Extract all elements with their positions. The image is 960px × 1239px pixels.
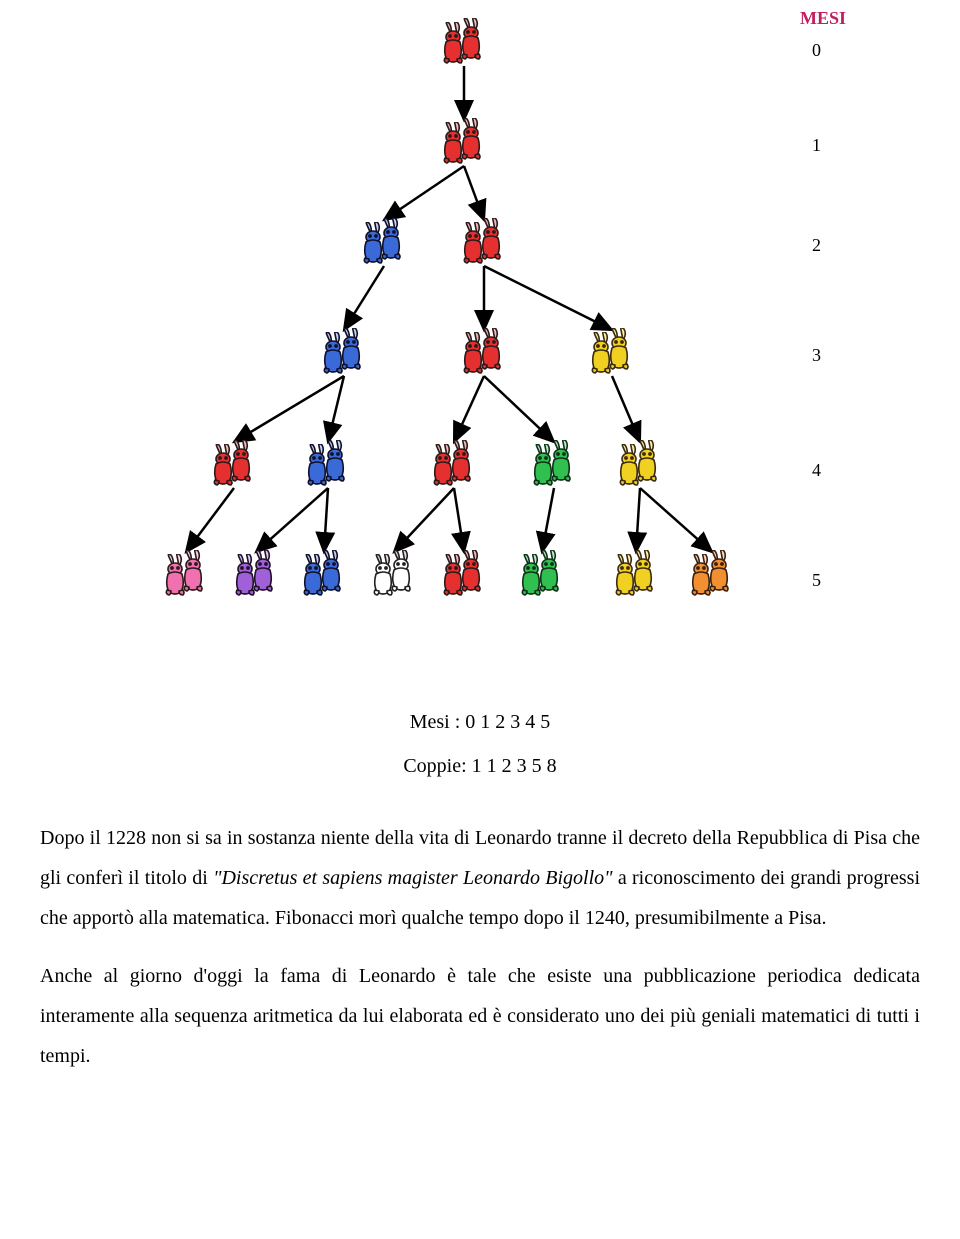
tree-arrow: [640, 488, 712, 552]
body-text: Dopo il 1228 non si sa in sostanza nient…: [0, 788, 960, 1134]
rabbit-icon: [318, 550, 344, 592]
tree-arrow: [324, 488, 328, 552]
rabbit-icon: [606, 328, 632, 370]
month-label-5: 5: [812, 570, 821, 591]
rabbit-pair: [300, 550, 348, 600]
rabbit-pair: [210, 440, 258, 490]
rabbit-icon: [536, 550, 562, 592]
month-label-2: 2: [812, 235, 821, 256]
fibonacci-rabbit-tree: MESI 0 1 2 3 4 5: [0, 0, 960, 680]
paragraph-2: Anche al giorno d'oggi la fama di Leonar…: [40, 956, 920, 1076]
rabbit-pair: [430, 440, 478, 490]
tree-arrow: [344, 266, 384, 330]
rabbit-icon: [448, 440, 474, 482]
rabbit-pair: [440, 18, 488, 68]
tree-arrow: [464, 166, 484, 220]
rabbit-icon: [378, 218, 404, 260]
rabbit-pair: [518, 550, 566, 600]
rabbit-icon: [478, 218, 504, 260]
rabbit-pair: [460, 328, 508, 378]
tree-arrow: [256, 488, 328, 552]
tree-arrow: [454, 376, 484, 442]
rabbit-pair: [440, 118, 488, 168]
month-label-4: 4: [812, 460, 821, 481]
rabbit-pair: [232, 550, 280, 600]
rabbit-pair: [688, 550, 736, 600]
tree-arrow: [542, 488, 554, 552]
rabbit-pair: [360, 218, 408, 268]
rabbit-pair: [440, 550, 488, 600]
tree-arrow: [384, 166, 464, 220]
p1-italic: "Discretus et sapiens magister Leonardo …: [213, 867, 613, 889]
mesi-caption: Mesi : 0 1 2 3 4 5: [0, 700, 960, 744]
rabbit-pair: [588, 328, 636, 378]
sequence-captions: Mesi : 0 1 2 3 4 5 Coppie: 1 1 2 3 5 8: [0, 700, 960, 788]
rabbit-icon: [322, 440, 348, 482]
rabbit-icon: [706, 550, 732, 592]
tree-arrow: [484, 376, 554, 442]
tree-arrow: [328, 376, 344, 442]
month-label-3: 3: [812, 345, 821, 366]
rabbit-pair: [530, 440, 578, 490]
rabbit-pair: [370, 550, 418, 600]
rabbit-pair: [612, 550, 660, 600]
rabbit-icon: [634, 440, 660, 482]
tree-arrow: [186, 488, 234, 552]
paragraph-1: Dopo il 1228 non si sa in sostanza nient…: [40, 818, 920, 938]
tree-arrow: [612, 376, 640, 442]
rabbit-pair: [304, 440, 352, 490]
coppie-caption: Coppie: 1 1 2 3 5 8: [0, 744, 960, 788]
rabbit-pair: [320, 328, 368, 378]
rabbit-pair: [460, 218, 508, 268]
mesi-header: MESI: [800, 8, 846, 29]
rabbit-icon: [630, 550, 656, 592]
rabbit-icon: [228, 440, 254, 482]
tree-arrow: [636, 488, 640, 552]
tree-arrow: [454, 488, 464, 552]
rabbit-icon: [478, 328, 504, 370]
month-label-1: 1: [812, 135, 821, 156]
rabbit-icon: [388, 550, 414, 592]
rabbit-icon: [338, 328, 364, 370]
rabbit-icon: [458, 118, 484, 160]
rabbit-pair: [162, 550, 210, 600]
rabbit-icon: [458, 550, 484, 592]
rabbit-pair: [616, 440, 664, 490]
rabbit-icon: [250, 550, 276, 592]
tree-arrow: [234, 376, 344, 442]
rabbit-icon: [548, 440, 574, 482]
rabbit-icon: [180, 550, 206, 592]
rabbit-icon: [458, 18, 484, 60]
tree-arrow: [394, 488, 454, 552]
tree-arrow: [484, 266, 612, 330]
month-label-0: 0: [812, 40, 821, 61]
